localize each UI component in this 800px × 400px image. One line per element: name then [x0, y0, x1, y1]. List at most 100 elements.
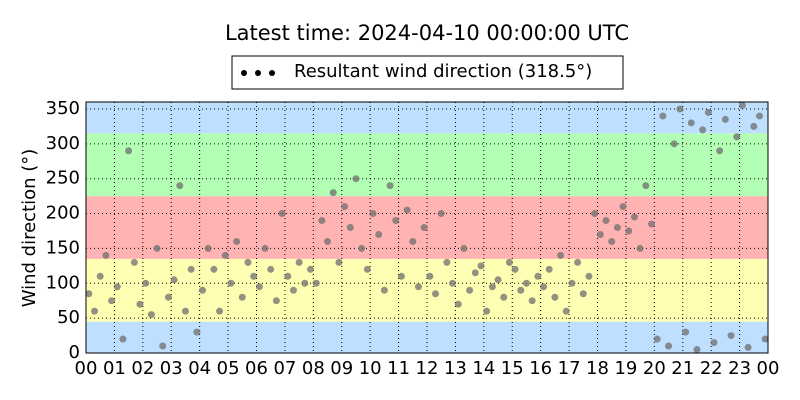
data-point — [193, 328, 201, 336]
legend-label: Resultant wind direction (318.5°) — [294, 61, 592, 82]
data-point — [625, 227, 633, 235]
data-point — [716, 147, 724, 155]
x-tick-label: 00 — [75, 358, 98, 379]
x-tick-label: 10 — [359, 358, 382, 379]
data-point — [147, 311, 155, 319]
data-point — [159, 342, 167, 350]
x-tick-label: 00 — [757, 358, 780, 379]
data-point — [267, 265, 275, 273]
data-point — [420, 224, 428, 231]
y-axis-label: Wind direction (°) — [19, 149, 40, 308]
data-point — [704, 108, 712, 116]
data-point — [187, 265, 195, 273]
data-point — [272, 297, 280, 305]
data-point — [613, 224, 621, 231]
data-point — [181, 307, 189, 315]
data-point — [687, 119, 695, 127]
data-point — [295, 258, 303, 266]
data-point — [750, 122, 758, 130]
data-point — [255, 283, 263, 291]
x-tick-label: 17 — [558, 358, 581, 379]
data-point — [363, 265, 371, 273]
data-point — [738, 101, 746, 109]
data-point — [653, 335, 661, 343]
data-point — [108, 297, 116, 305]
data-point — [505, 258, 513, 266]
data-point — [676, 105, 684, 113]
data-point — [602, 217, 610, 225]
data-point — [630, 213, 638, 221]
data-point — [471, 269, 479, 277]
y-tick-label: 300 — [46, 133, 80, 154]
data-point — [744, 343, 752, 351]
x-tick-label: 23 — [728, 358, 751, 379]
data-point — [284, 272, 292, 280]
data-point — [727, 332, 735, 340]
data-point — [557, 251, 565, 259]
data-point — [494, 276, 502, 284]
x-tick-label: 20 — [643, 358, 666, 379]
data-point — [130, 258, 138, 266]
x-tick-label: 15 — [501, 358, 524, 379]
data-point — [579, 290, 587, 298]
data-point — [619, 203, 627, 211]
data-point — [244, 258, 252, 266]
data-point — [426, 272, 434, 280]
data-point — [540, 283, 548, 291]
data-point — [386, 182, 394, 190]
data-point — [488, 283, 496, 291]
x-tick-label: 16 — [529, 358, 552, 379]
data-point — [591, 210, 599, 218]
data-point — [682, 328, 690, 336]
x-tick-label: 05 — [217, 358, 240, 379]
data-point — [528, 297, 536, 305]
data-point — [500, 293, 508, 301]
data-point — [437, 210, 445, 218]
y-tick-label: 250 — [46, 168, 80, 189]
data-point — [460, 244, 468, 252]
data-point — [670, 140, 678, 148]
data-point — [216, 307, 224, 315]
data-point — [170, 276, 178, 284]
data-point — [392, 217, 400, 225]
data-point — [210, 265, 218, 273]
y-tick-label: 350 — [46, 98, 80, 119]
data-point — [312, 279, 320, 287]
legend-marker — [241, 70, 247, 76]
legend: Resultant wind direction (318.5°) — [231, 55, 624, 90]
data-point — [466, 286, 474, 294]
x-tick-label: 19 — [614, 358, 637, 379]
x-tick-label: 08 — [302, 358, 325, 379]
data-point — [414, 283, 422, 291]
data-point — [153, 244, 161, 252]
data-point — [568, 279, 576, 287]
data-point — [318, 217, 326, 225]
x-tick-label: 03 — [160, 358, 183, 379]
data-point — [562, 307, 570, 315]
data-point — [511, 265, 519, 273]
data-point — [443, 258, 451, 266]
data-point — [483, 307, 491, 315]
data-point — [699, 126, 707, 134]
data-point — [375, 230, 383, 238]
data-point — [551, 293, 559, 301]
chart-title: Latest time: 2024-04-10 00:00:00 UTC — [225, 21, 629, 45]
y-tick-label: 50 — [57, 307, 80, 328]
x-tick-label: 04 — [188, 358, 211, 379]
data-point — [96, 272, 104, 280]
data-point — [164, 293, 172, 301]
data-point — [534, 272, 542, 280]
data-point — [142, 279, 150, 287]
data-point — [608, 237, 616, 245]
x-tick-label: 12 — [416, 358, 439, 379]
data-point — [454, 300, 462, 308]
data-point — [261, 244, 269, 252]
data-point — [176, 182, 184, 190]
data-point — [102, 251, 110, 259]
data-point — [522, 279, 530, 287]
data-point — [449, 279, 457, 287]
data-point — [324, 237, 332, 245]
data-point — [665, 342, 673, 350]
data-point — [329, 189, 337, 197]
